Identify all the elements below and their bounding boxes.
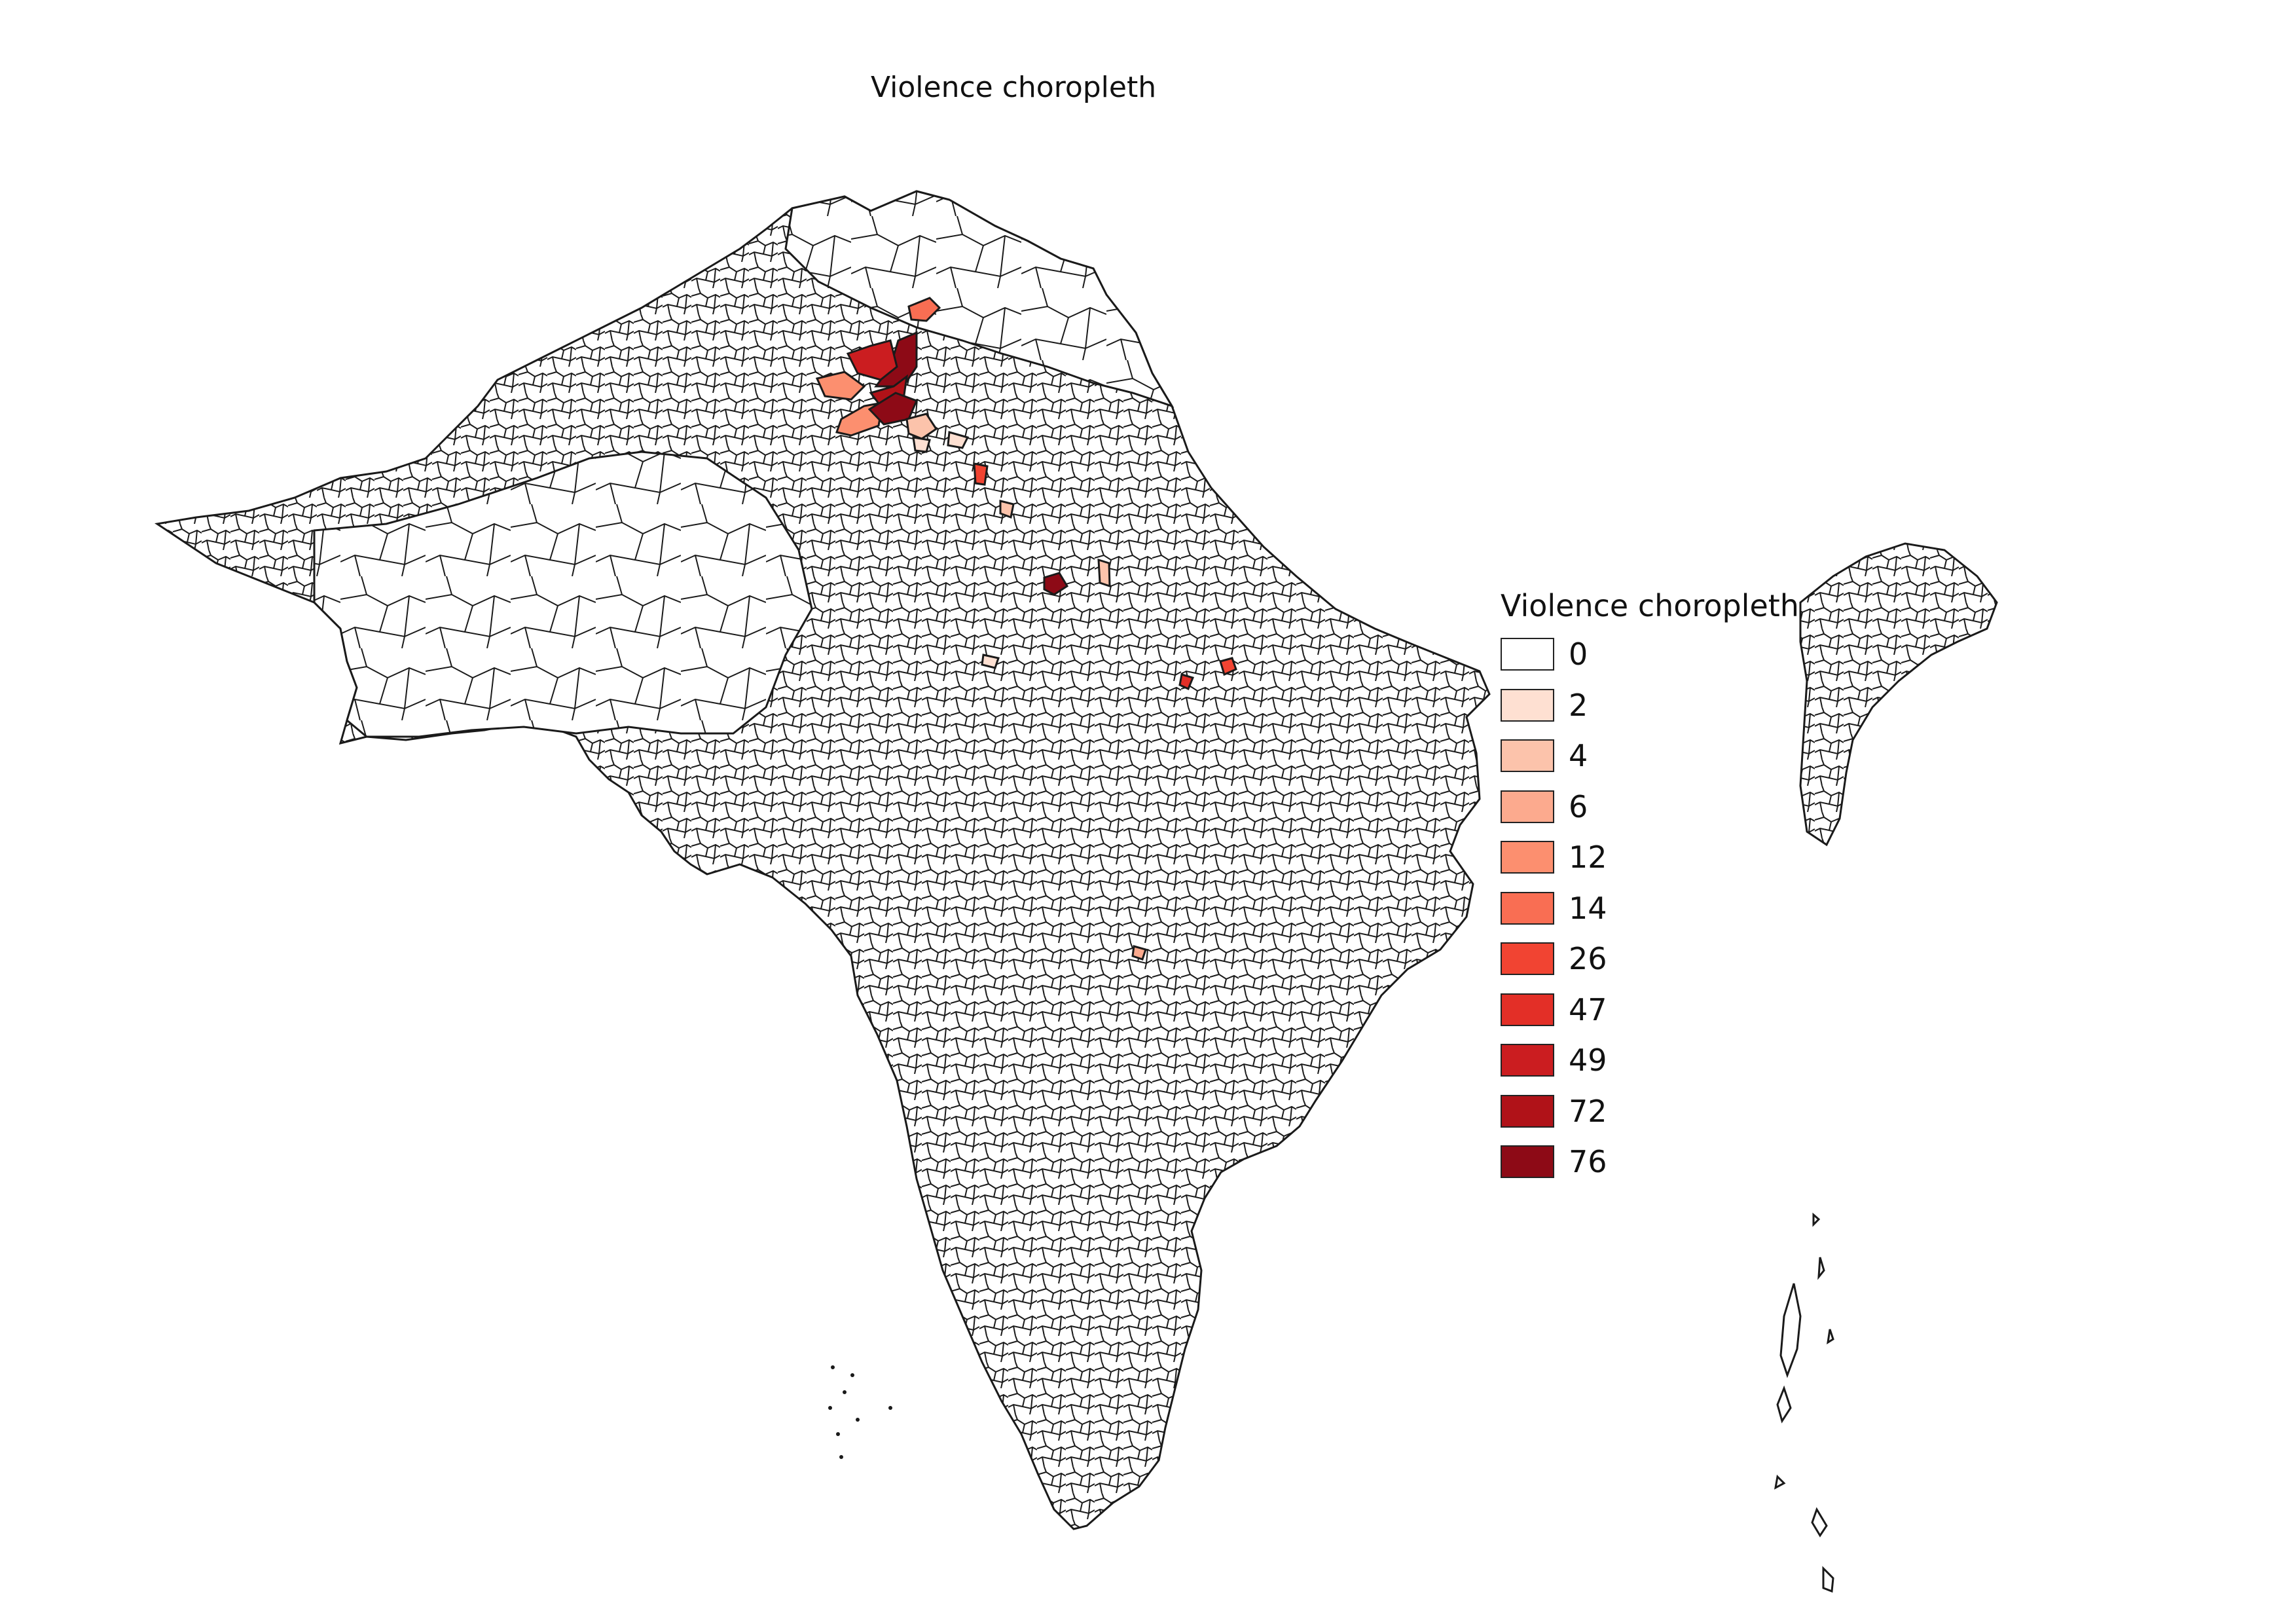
district-shaded[interactable] (912, 436, 931, 453)
islet (850, 1373, 854, 1377)
legend-swatch (1501, 638, 1554, 671)
legend-label: 26 (1569, 941, 1607, 976)
legend-swatch (1501, 739, 1554, 772)
legend-label: 2 (1569, 687, 1588, 723)
island-chain (1774, 1212, 1834, 1593)
islet (836, 1432, 840, 1436)
district-shaded[interactable] (1043, 572, 1069, 596)
legend-label: 47 (1569, 991, 1607, 1027)
legend-item: 4 (1501, 737, 1802, 775)
legend-swatch (1501, 993, 1554, 1026)
island (1827, 1329, 1834, 1344)
island (1774, 1474, 1786, 1490)
legend-item: 72 (1501, 1092, 1802, 1130)
map-title: Violence choropleth (871, 71, 1157, 104)
legend-swatch (1501, 841, 1554, 874)
island (1822, 1566, 1834, 1593)
islet (831, 1365, 835, 1369)
island (1811, 1507, 1828, 1538)
island (1776, 1385, 1792, 1424)
district-shaded[interactable] (947, 431, 970, 449)
legend-item: 0 (1501, 635, 1802, 673)
legend-label: 76 (1569, 1144, 1607, 1179)
lakshadweep-islands (828, 1365, 892, 1459)
district-shaded[interactable] (905, 413, 938, 440)
district-shaded[interactable] (981, 654, 1000, 669)
district-shaded[interactable] (846, 339, 898, 381)
shaded-districts (815, 297, 1237, 961)
legend-swatch (1501, 891, 1554, 925)
legend: Violence choropleth 0 2 4 6 12 14 26 47 49 72 76 (1501, 588, 1802, 1194)
legend-item: 49 (1501, 1041, 1802, 1079)
legend-swatch (1501, 1145, 1554, 1178)
legend-item: 6 (1501, 788, 1802, 826)
islet (856, 1418, 860, 1422)
district-shaded[interactable] (1131, 945, 1147, 961)
district-shaded[interactable] (815, 371, 866, 401)
legend-item: 2 (1501, 686, 1802, 724)
legend-label: 12 (1569, 840, 1607, 875)
legend-label: 14 (1569, 890, 1607, 926)
district-shaded[interactable] (1097, 558, 1111, 588)
legend-label: 49 (1569, 1043, 1607, 1078)
islet (888, 1406, 892, 1410)
district-shaded[interactable] (867, 392, 918, 426)
islet (843, 1390, 847, 1394)
district-shaded[interactable] (907, 297, 941, 322)
legend-label: 72 (1569, 1093, 1607, 1129)
island (1812, 1212, 1821, 1227)
northern-region (784, 190, 1175, 408)
legend-swatch (1501, 688, 1554, 722)
legend-item: 26 (1501, 940, 1802, 978)
district-shaded[interactable] (1219, 657, 1237, 676)
district-shaded[interactable] (973, 462, 989, 486)
northeast-region (1799, 542, 1998, 847)
legend-label: 4 (1569, 738, 1588, 773)
island (1779, 1283, 1802, 1378)
legend-swatch (1501, 1044, 1554, 1077)
legend-item: 47 (1501, 991, 1802, 1029)
legend-label: 6 (1569, 788, 1588, 824)
western-region (313, 451, 813, 738)
district-shaded[interactable] (999, 500, 1015, 519)
legend-item: 76 (1501, 1143, 1802, 1181)
islet (828, 1406, 832, 1410)
islet (839, 1455, 843, 1459)
legend-swatch (1501, 942, 1554, 975)
legend-rows: 0 2 4 6 12 14 26 47 49 72 76 (1501, 635, 1802, 1181)
legend-title: Violence choropleth (1501, 588, 1799, 623)
district-shaded[interactable] (1178, 673, 1195, 691)
legend-label: 0 (1569, 637, 1588, 672)
legend-item: 12 (1501, 838, 1802, 876)
legend-swatch (1501, 1094, 1554, 1128)
legend-swatch (1501, 790, 1554, 823)
legend-item: 14 (1501, 889, 1802, 927)
island (1817, 1257, 1825, 1280)
